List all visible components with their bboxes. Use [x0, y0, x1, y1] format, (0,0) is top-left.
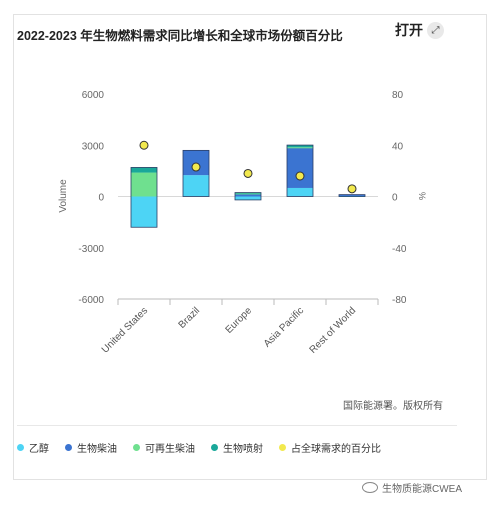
y-tick-label: -3000 — [78, 244, 104, 255]
share-point — [295, 171, 305, 181]
source-note: 国际能源署。版权所有 — [343, 401, 443, 412]
legend-dot-ethanol — [17, 444, 24, 451]
expand-icon: ⤢ — [427, 21, 444, 39]
y-tick-label: 0 — [98, 193, 104, 204]
y2-axis-label: % — [417, 192, 427, 200]
legend-label-biodiesel: 生物柴油 — [77, 444, 117, 455]
share-point — [139, 140, 149, 150]
legend-divider — [17, 425, 457, 426]
x-tick-label: Asia Pacific — [262, 305, 306, 349]
bar-ethanol — [287, 187, 313, 197]
bar-biodiesel — [339, 194, 365, 196]
bar-outline — [130, 167, 158, 228]
chart-title: 2022-2023 年生物燃料需求同比增长和全球市场份额百分比 — [17, 29, 343, 43]
bar-outline — [338, 194, 366, 197]
bar-renewable_diesel — [287, 147, 313, 149]
legend-item-renewable-diesel[interactable]: 可再生柴油 — [133, 440, 195, 455]
y-tick-label: 3000 — [82, 141, 105, 152]
wechat-icon — [362, 482, 378, 493]
bar-ethanol — [235, 196, 261, 200]
share-point — [243, 168, 253, 178]
legend-dot-biodiesel — [65, 444, 72, 451]
watermark: 生物质能源CWEA — [362, 480, 462, 495]
watermark-text: 生物质能源CWEA — [382, 484, 462, 495]
expand-label: 打开 — [395, 22, 423, 38]
y-tick-label: -6000 — [78, 295, 104, 306]
expand-button[interactable]: 打开 ⤢ — [395, 20, 444, 40]
bar-biojet — [235, 192, 261, 194]
y2-tick-label: 40 — [392, 141, 404, 152]
x-tick-label: Europe — [224, 305, 255, 336]
bar-renewable_diesel — [235, 193, 261, 195]
y-axis-label: Volume — [58, 179, 69, 213]
legend-dot-renewable-diesel — [133, 444, 140, 451]
legend-dot-biojet — [211, 444, 218, 451]
legend-item-share[interactable]: 占全球需求的百分比 — [279, 440, 381, 455]
bar-outline — [234, 192, 262, 201]
bar-outline — [182, 149, 210, 197]
legend-label-renewable-diesel: 可再生柴油 — [145, 444, 195, 455]
legend-dot-share — [279, 444, 286, 451]
x-tick-label: Rest of World — [308, 305, 358, 355]
x-tick-label: Brazil — [177, 305, 202, 330]
legend-item-biodiesel[interactable]: 生物柴油 — [65, 440, 117, 455]
bar-biodiesel — [235, 193, 261, 197]
share-point — [347, 184, 357, 194]
legend-label-ethanol: 乙醇 — [29, 444, 49, 455]
bar-renewable_diesel — [131, 172, 157, 197]
y2-tick-label: 80 — [392, 90, 404, 101]
bar-biojet — [131, 167, 157, 173]
bar-ethanol — [183, 175, 209, 197]
y2-tick-label: -80 — [392, 295, 407, 306]
legend-item-ethanol[interactable]: 乙醇 — [17, 440, 49, 455]
y2-tick-label: -40 — [392, 244, 407, 255]
x-tick-label: United States — [100, 305, 150, 355]
legend-label-biojet: 生物喷射 — [223, 444, 263, 455]
y-tick-label: 6000 — [82, 90, 105, 101]
biofuel-chart: 6000 3000 0 -3000 -6000 80 40 0 -40 -80 Volume % Uni… — [58, 90, 427, 356]
legend-item-biojet[interactable]: 生物喷射 — [211, 440, 263, 455]
chart-card — [13, 14, 487, 480]
bar-ethanol — [131, 196, 157, 228]
y2-tick-label: 0 — [392, 193, 398, 204]
chart-legend: 乙醇 生物柴油 可再生柴油 生物喷射 占全球需求的百分比 — [17, 440, 381, 455]
share-point — [191, 162, 201, 172]
legend-label-share: 占全球需求的百分比 — [291, 444, 381, 455]
bar-biojet — [287, 145, 313, 148]
bar-biodiesel — [287, 147, 313, 188]
bar-outline — [286, 144, 314, 197]
